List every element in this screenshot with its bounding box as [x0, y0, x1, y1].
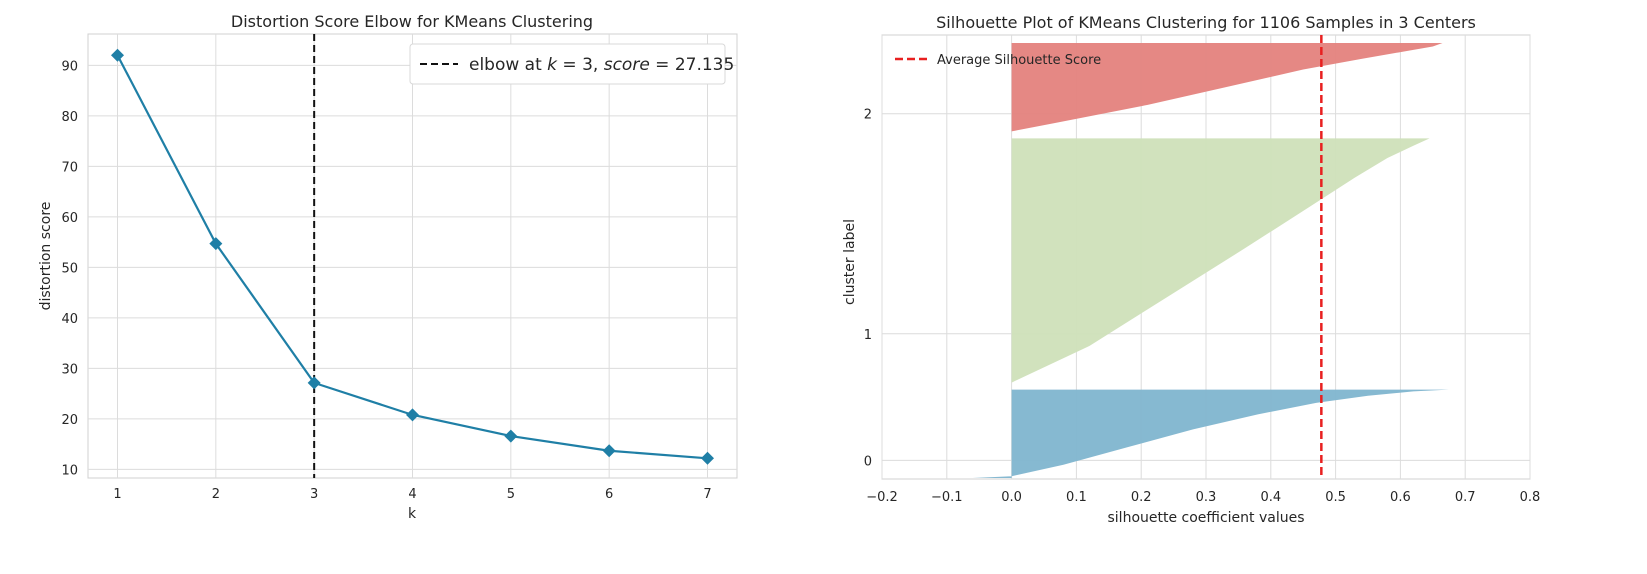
silhouette-x-tick-label: 0.2 [1131, 490, 1152, 505]
distortion-point [602, 444, 616, 458]
silhouette-x-axis-label: silhouette coefficient values [1108, 510, 1305, 526]
distortion-series [111, 48, 714, 465]
silhouette-y-tick-label: 1 [864, 328, 872, 343]
distortion-point [307, 376, 321, 390]
elbow-x-tick-label: 2 [212, 487, 220, 502]
elbow-chart: Distortion Score Elbow for KMeans Cluste… [38, 12, 738, 522]
silhouette-x-tick-label: 0.3 [1196, 490, 1217, 505]
silhouette-y-tick-label: 2 [864, 108, 872, 123]
distortion-point [504, 429, 518, 443]
silhouette-y-tick-label: 0 [864, 454, 872, 469]
silhouette-x-tick-label: 0.8 [1520, 490, 1541, 505]
silhouette-cluster-2 [1011, 43, 1443, 132]
silhouette-x-tick-label: −0.2 [866, 490, 898, 505]
elbow-x-tick-label: 3 [310, 487, 318, 502]
silhouette-legend-label: Average Silhouette Score [937, 53, 1101, 68]
silhouette-x-tick-label: 0.1 [1066, 490, 1087, 505]
elbow-y-tick-labels: 10 20 30 40 50 60 70 80 90 [61, 59, 78, 478]
elbow-x-tick-labels: 1 2 3 4 5 6 7 [113, 487, 711, 502]
elbow-x-axis-label: k [408, 506, 417, 522]
silhouette-x-tick-label: 0.5 [1325, 490, 1346, 505]
elbow-legend: elbow at k = 3, score = 27.135 [409, 43, 734, 85]
silhouette-x-tick-label: 0.4 [1260, 490, 1281, 505]
elbow-y-tick-label: 80 [61, 110, 78, 125]
silhouette-x-tick-label: 0.6 [1390, 490, 1411, 505]
elbow-y-tick-label: 90 [61, 59, 78, 74]
elbow-x-tick-label: 4 [408, 487, 416, 502]
silhouette-cluster-0 [972, 389, 1449, 478]
elbow-y-tick-label: 20 [61, 413, 78, 428]
silhouette-x-tick-label: −0.1 [931, 490, 963, 505]
elbow-legend-box [409, 43, 726, 85]
distortion-point [406, 408, 419, 422]
silhouette-legend: Average Silhouette Score [895, 53, 1101, 68]
silhouette-y-tick-labels: 0 1 2 [864, 108, 872, 470]
elbow-y-tick-label: 60 [61, 211, 78, 226]
elbow-x-tick-label: 7 [703, 487, 711, 502]
elbow-y-tick-label: 30 [61, 362, 78, 377]
silhouette-cluster-areas [972, 43, 1449, 478]
silhouette-x-tick-label: 0.0 [1001, 490, 1022, 505]
silhouette-y-axis-label: cluster label [842, 219, 858, 305]
silhouette-x-tick-labels: −0.2 −0.1 0.0 0.1 0.2 0.3 0.4 0.5 0.6 0.7 0.8 [866, 490, 1540, 505]
elbow-y-tick-label: 40 [61, 312, 78, 327]
silhouette-chart: Silhouette Plot of KMeans Clustering for… [842, 13, 1540, 526]
elbow-y-axis-label: distortion score [38, 202, 54, 311]
elbow-chart-title: Distortion Score Elbow for KMeans Cluste… [231, 12, 593, 31]
elbow-x-tick-label: 5 [507, 487, 515, 502]
distortion-point [701, 451, 714, 465]
elbow-x-tick-label: 1 [113, 487, 121, 502]
elbow-legend-label: elbow at k = 3, score = 27.135 [469, 55, 734, 75]
distortion-point [209, 237, 223, 251]
silhouette-cluster-1 [1011, 138, 1430, 383]
elbow-y-tick-label: 70 [61, 160, 78, 175]
silhouette-chart-title: Silhouette Plot of KMeans Clustering for… [936, 13, 1476, 32]
elbow-y-tick-label: 50 [61, 261, 78, 276]
silhouette-x-tick-label: 0.7 [1455, 490, 1476, 505]
elbow-x-tick-label: 6 [605, 487, 613, 502]
distortion-point [111, 48, 124, 62]
elbow-y-tick-label: 10 [61, 463, 78, 478]
